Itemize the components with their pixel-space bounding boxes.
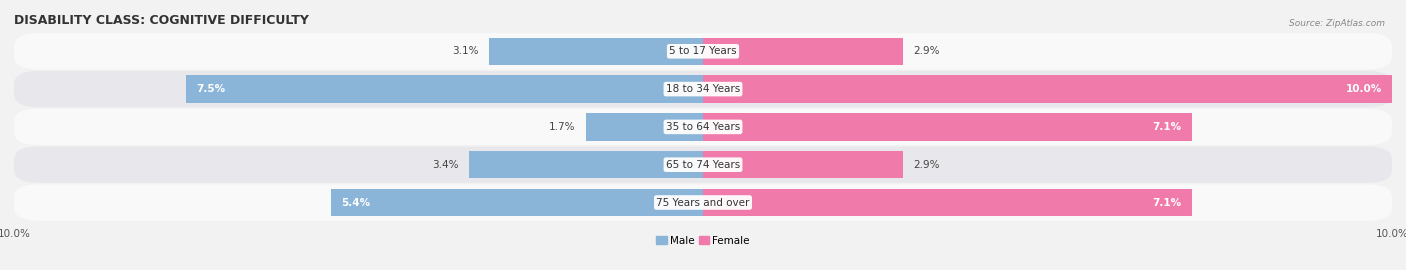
Bar [703,38,903,65]
Text: 18 to 34 Years: 18 to 34 Years [666,84,740,94]
Text: 2.9%: 2.9% [912,160,939,170]
Bar [703,151,903,178]
Text: 1.7%: 1.7% [550,122,575,132]
Text: 7.5%: 7.5% [197,84,226,94]
Text: Source: ZipAtlas.com: Source: ZipAtlas.com [1289,19,1385,28]
FancyBboxPatch shape [14,71,1392,107]
Bar [586,113,703,140]
Text: DISABILITY CLASS: COGNITIVE DIFFICULTY: DISABILITY CLASS: COGNITIVE DIFFICULTY [14,14,309,27]
FancyBboxPatch shape [14,33,1392,69]
FancyBboxPatch shape [14,147,1392,183]
Text: 3.1%: 3.1% [453,46,479,56]
Bar [703,189,1192,216]
Bar [468,151,703,178]
Text: 35 to 64 Years: 35 to 64 Years [666,122,740,132]
Legend: Male, Female: Male, Female [652,232,754,250]
Bar [186,76,703,103]
Text: 7.1%: 7.1% [1153,122,1182,132]
Text: 2.9%: 2.9% [912,46,939,56]
Bar [330,189,703,216]
FancyBboxPatch shape [14,109,1392,145]
Text: 65 to 74 Years: 65 to 74 Years [666,160,740,170]
FancyBboxPatch shape [14,184,1392,221]
Bar [703,113,1192,140]
Text: 5 to 17 Years: 5 to 17 Years [669,46,737,56]
Text: 5.4%: 5.4% [342,197,370,208]
Text: 75 Years and over: 75 Years and over [657,197,749,208]
Bar [703,76,1392,103]
Text: 3.4%: 3.4% [432,160,458,170]
Text: 7.1%: 7.1% [1153,197,1182,208]
Text: 10.0%: 10.0% [1346,84,1382,94]
Bar [489,38,703,65]
